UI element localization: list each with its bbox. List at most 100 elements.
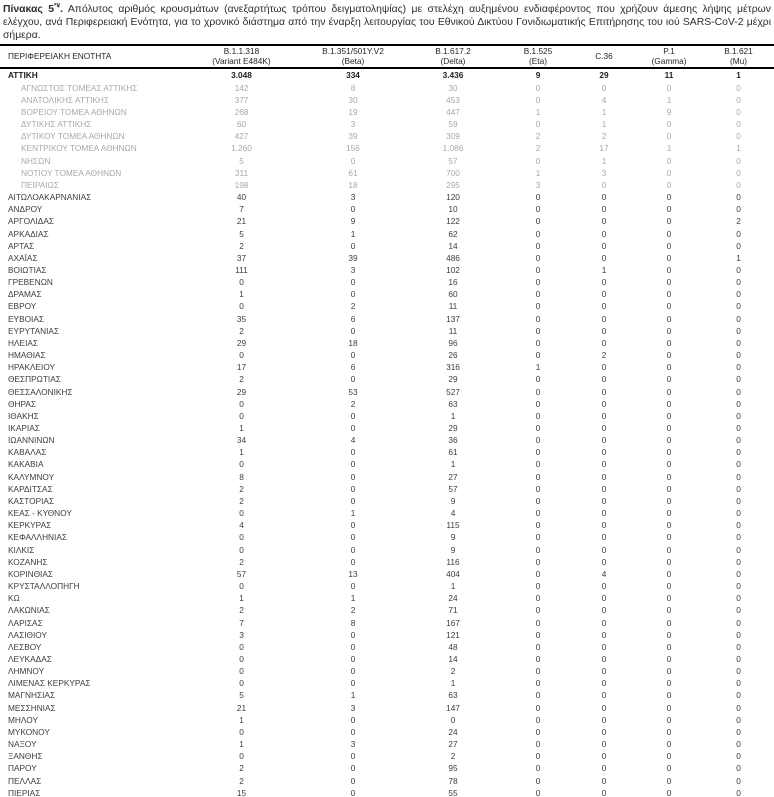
region-name: ΕΥΒΟΙΑΣ xyxy=(8,313,45,324)
value-cell: 0 xyxy=(736,82,741,93)
value-cell: 57 xyxy=(448,483,458,494)
value-cell: 2 xyxy=(239,605,244,616)
value-cell: 63 xyxy=(448,398,458,409)
value-cell: 0 xyxy=(736,264,741,275)
region-name: ΚΑΒΑΛΑΣ xyxy=(8,447,47,458)
table-row: ΚΑΣΤΟΡΙΑΣ 2 0 9 0 0 0 0 xyxy=(0,495,774,507)
value-cell: 2 xyxy=(350,398,356,409)
value-cell: 57 xyxy=(448,155,458,166)
table-row: ΘΕΣΣΑΛΟΝΙΚΗΣ 29 53 527 0 0 0 0 xyxy=(0,386,774,398)
value-cell: 0 xyxy=(601,690,607,701)
value-cell: 4 xyxy=(601,568,607,579)
value-cell: 0 xyxy=(601,362,607,373)
value-cell: 0 xyxy=(666,423,672,433)
value-cell: 0 xyxy=(736,483,741,494)
value-cell: 0 xyxy=(535,94,541,105)
value-cell: 0 xyxy=(736,447,741,458)
value-cell: 40 xyxy=(236,192,247,203)
value-cell: 29 xyxy=(448,423,458,433)
value-cell: 0 xyxy=(736,568,741,579)
value-cell: 1 xyxy=(239,447,244,458)
region-name: ΑΧΑΪΑΣ xyxy=(8,252,38,263)
value-cell: 0 xyxy=(736,386,741,397)
value-cell: 1 xyxy=(350,228,356,239)
value-cell: 0 xyxy=(350,629,356,640)
caption-table-number: Πίνακας 5 xyxy=(3,4,54,15)
value-cell: 11 xyxy=(448,301,458,312)
region-name: ΕΥΡΥΤΑΝΙΑΣ xyxy=(8,325,60,336)
value-cell: 0 xyxy=(350,471,356,482)
column-header-label: B.1.525 xyxy=(523,46,553,57)
region-name: ΚΡΥΣΤΑΛΛΟΠΗΓΗ xyxy=(8,581,80,592)
value-cell: 39 xyxy=(348,131,358,142)
value-cell: 0 xyxy=(601,204,607,215)
value-cell: 57 xyxy=(236,568,247,579)
value-cell: 0 xyxy=(736,653,741,664)
value-cell: 0 xyxy=(666,386,672,397)
table-row: ΘΕΣΠΡΩΤΙΑΣ 2 0 29 0 0 0 0 xyxy=(0,373,774,385)
value-cell: 26 xyxy=(448,350,458,361)
value-cell: 1 xyxy=(450,459,456,470)
value-cell: 8 xyxy=(350,82,356,93)
value-cell: 0 xyxy=(666,228,672,239)
value-cell: 0 xyxy=(666,751,672,762)
table-row: ΙΘΑΚΗΣ 0 0 1 0 0 0 0 xyxy=(0,410,774,422)
value-cell: 0 xyxy=(666,714,672,725)
value-cell: 0 xyxy=(601,386,607,397)
value-cell: 0 xyxy=(666,739,672,750)
value-cell: 0 xyxy=(736,666,741,677)
value-cell: 11 xyxy=(448,325,458,336)
value-cell: 13 xyxy=(348,568,358,579)
region-name: ΒΟΙΩΤΙΑΣ xyxy=(8,264,47,275)
value-cell: 0 xyxy=(350,459,356,470)
column-header-c36: C.36 xyxy=(573,44,635,70)
value-cell: 0 xyxy=(535,483,541,494)
value-cell: 0 xyxy=(736,641,741,652)
value-cell: 0 xyxy=(736,532,741,543)
value-cell: 0 xyxy=(601,216,607,227)
value-cell: 0 xyxy=(736,228,741,239)
region-name: ΚΟΖΑΝΗΣ xyxy=(8,556,48,567)
value-cell: 0 xyxy=(666,483,672,494)
value-cell: 0 xyxy=(601,556,607,567)
value-cell: 0 xyxy=(535,277,541,288)
table-row: ΑΡΤΑΣ 2 0 14 0 0 0 0 xyxy=(0,240,774,252)
value-cell: 0 xyxy=(666,605,672,616)
value-cell: 0 xyxy=(535,82,541,93)
value-cell: 700 xyxy=(446,167,460,178)
value-cell: 0 xyxy=(666,337,672,348)
value-cell: 4 xyxy=(450,508,456,519)
value-cell: 0 xyxy=(666,240,672,251)
region-name: ΛΙΜΕΝΑΣ ΚΕΡΚΥΡΑΣ xyxy=(8,678,91,689)
value-cell: 0 xyxy=(535,653,541,664)
value-cell: 0 xyxy=(601,82,607,93)
value-cell: 198 xyxy=(234,179,249,190)
table-row: ΛΑΡΙΣΑΣ 7 8 167 0 0 0 0 xyxy=(0,617,774,629)
table-row: ΚΕΑΣ - ΚΥΘΝΟΥ 0 1 4 0 0 0 0 xyxy=(0,507,774,519)
value-cell: 0 xyxy=(601,277,607,288)
value-cell: 0 xyxy=(666,568,672,579)
region-name: ΔΥΤΙΚΗΣ ΑΤΤΙΚΗΣ xyxy=(21,119,92,130)
value-cell: 0 xyxy=(666,252,672,263)
table-row: ΔΥΤΙΚΗΣ ΑΤΤΙΚΗΣ 60 3 59 0 1 0 0 xyxy=(0,118,774,130)
value-cell: 0 xyxy=(666,666,672,677)
value-cell: 0 xyxy=(535,775,541,786)
value-cell: 0 xyxy=(239,410,244,421)
table-caption: Πίνακας 5*¥. Απόλυτος αριθμός κρουσμάτων… xyxy=(0,0,774,42)
value-cell: 39 xyxy=(348,252,358,263)
region-name: ΝΟΤΙΟΥ ΤΟΜΕΑ ΑΘΗΝΩΝ xyxy=(21,167,122,178)
value-cell: 147 xyxy=(446,702,460,713)
value-cell: 0 xyxy=(350,775,356,786)
value-cell: 1 xyxy=(350,593,356,604)
value-cell: 0 xyxy=(601,508,607,519)
value-cell: 137 xyxy=(446,313,460,324)
value-cell: 4 xyxy=(601,94,607,105)
value-cell: 0 xyxy=(736,678,741,689)
table-row: ΙΚΑΡΙΑΣ 1 0 29 0 0 0 0 xyxy=(0,422,774,434)
value-cell: 1.086 xyxy=(442,143,464,154)
region-name: ΑΡΓΟΛΙΔΑΣ xyxy=(8,216,54,227)
value-cell: 0 xyxy=(666,556,672,567)
value-cell: 14 xyxy=(448,653,458,664)
value-cell: 1 xyxy=(601,155,607,166)
table-row: ΘΗΡΑΣ 0 2 63 0 0 0 0 xyxy=(0,398,774,410)
